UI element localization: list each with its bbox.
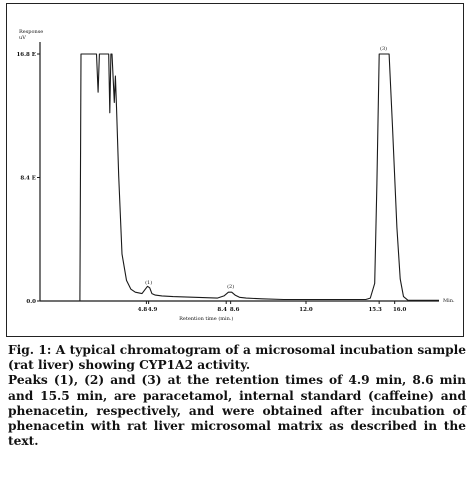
trace-layer	[40, 53, 439, 302]
peak-label: (1)	[145, 279, 152, 286]
peak-label: (2)	[227, 283, 234, 290]
x-tick-label: 16.0	[393, 307, 407, 313]
y-tick-label: 8.4 E	[20, 176, 36, 182]
y-axis-label-line: uV	[19, 35, 26, 41]
chromatogram-trace	[40, 53, 439, 302]
caption-title: Fig. 1: A typical chromatogram of a micr…	[8, 343, 466, 373]
x-tick-label: 8.4	[217, 307, 227, 313]
axes	[37, 42, 439, 304]
x-tick-label: 12.0	[299, 307, 313, 313]
y-axis-label-line: Response	[19, 29, 43, 35]
figure-frame: Response uV 16.8 E 8.4 E 0.0 4.8 4.9 8.4 8.6 12.0…	[6, 3, 464, 337]
caption-description: Peaks (1), (2) and (3) at the retention …	[8, 373, 466, 449]
peak-label: (3)	[380, 45, 387, 52]
x-axis-title: Retention time (min.)	[179, 315, 233, 322]
x-unit-label: Min.	[443, 298, 455, 304]
x-tick-label: 8.6	[230, 307, 240, 313]
x-tick-label: 4.8	[138, 307, 148, 313]
figure-caption: Fig. 1: A typical chromatogram of a micr…	[8, 343, 466, 449]
y-tick-label: 16.8 E	[16, 52, 36, 58]
y-tick-label: 0.0	[26, 299, 36, 305]
x-tick-label: 4.9	[148, 307, 158, 313]
x-tick-label: 15.3	[368, 307, 382, 313]
